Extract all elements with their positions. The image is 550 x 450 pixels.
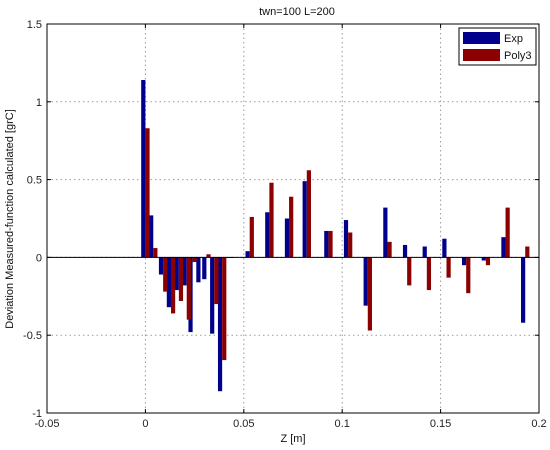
bar-exp <box>217 257 223 392</box>
y-tick-label: -0.5 <box>23 330 42 342</box>
bar-poly3 <box>153 248 158 258</box>
legend: Exp Poly3 <box>458 27 537 66</box>
bar-exp <box>461 257 467 266</box>
bar-exp <box>245 251 250 258</box>
bar-poly3 <box>249 216 254 258</box>
y-tick-label: 1 <box>36 97 42 109</box>
x-tick-label: 0.05 <box>233 418 254 430</box>
bar-exp <box>166 257 171 308</box>
x-tick-label: 0.2 <box>531 418 546 430</box>
bar-exp <box>481 257 486 261</box>
legend-swatch-exp <box>463 32 500 44</box>
bar-poly3 <box>407 257 412 286</box>
bar-poly3 <box>178 257 184 301</box>
bar-exp <box>521 257 526 323</box>
bars-layer <box>141 80 530 392</box>
bar-poly3 <box>186 257 191 320</box>
bar-poly3 <box>485 257 491 266</box>
bar-poly3 <box>367 257 372 331</box>
legend-label-exp: Exp <box>504 33 523 45</box>
bar-poly3 <box>289 196 294 258</box>
plot-frame <box>46 23 540 414</box>
bar-exp <box>174 257 179 291</box>
bar-poly3 <box>525 246 530 258</box>
y-axis-label: Deviation Measured-function calculated [… <box>4 109 16 329</box>
bar-poly3 <box>446 257 451 278</box>
bar-exp <box>442 238 447 258</box>
x-tick-label: 0 <box>142 418 148 430</box>
x-tick-label: -0.05 <box>34 418 59 430</box>
y-axis: -1 -0.5 0 0.5 1 1.5 <box>23 19 539 420</box>
bar-exp <box>324 230 329 258</box>
x-tick-label: 0.1 <box>335 418 350 430</box>
bar-exp <box>265 212 270 258</box>
bar-poly3 <box>269 182 274 258</box>
bar-poly3 <box>214 257 219 305</box>
bar-exp <box>422 246 427 258</box>
bar-poly3 <box>466 257 471 294</box>
bar-poly3 <box>426 257 432 291</box>
bar-exp <box>149 215 154 258</box>
x-axis: -0.05 0 0.05 0.1 0.15 0.2 <box>34 24 547 430</box>
bar-exp <box>501 237 506 258</box>
bar-exp <box>363 257 368 306</box>
y-tick-label: 1.5 <box>27 19 42 31</box>
bar-poly3 <box>170 257 176 314</box>
bar-poly3 <box>306 170 311 258</box>
bar-poly3 <box>387 241 392 258</box>
y-tick-label: -1 <box>32 408 42 420</box>
bar-poly3 <box>163 257 168 292</box>
bar-exp <box>158 257 164 275</box>
bar-poly3 <box>348 232 353 258</box>
legend-swatch-poly3 <box>463 49 500 61</box>
x-tick-label: 0.15 <box>430 418 451 430</box>
bar-exp <box>196 257 201 283</box>
bar-exp <box>402 244 408 258</box>
y-tick-label: 0 <box>36 252 42 264</box>
bar-poly3 <box>192 257 197 263</box>
bar-exp <box>284 218 290 258</box>
bar-exp <box>383 207 388 258</box>
bar-poly3 <box>206 254 211 258</box>
legend-label-poly3: Poly3 <box>504 50 532 62</box>
bar-exp <box>141 80 146 258</box>
x-axis-label: Z [m] <box>280 433 305 445</box>
bar-poly3 <box>145 128 150 258</box>
bar-exp <box>302 181 307 258</box>
bar-exp <box>182 257 187 286</box>
bar-poly3 <box>328 230 333 258</box>
bar-exp <box>202 257 207 280</box>
bar-exp <box>210 257 215 334</box>
y-tick-label: 0.5 <box>27 175 42 187</box>
bar-exp <box>343 220 349 258</box>
chart-title: twn=100 L=200 <box>259 6 335 18</box>
bar-poly3 <box>505 207 510 258</box>
bar-poly3 <box>222 257 227 361</box>
